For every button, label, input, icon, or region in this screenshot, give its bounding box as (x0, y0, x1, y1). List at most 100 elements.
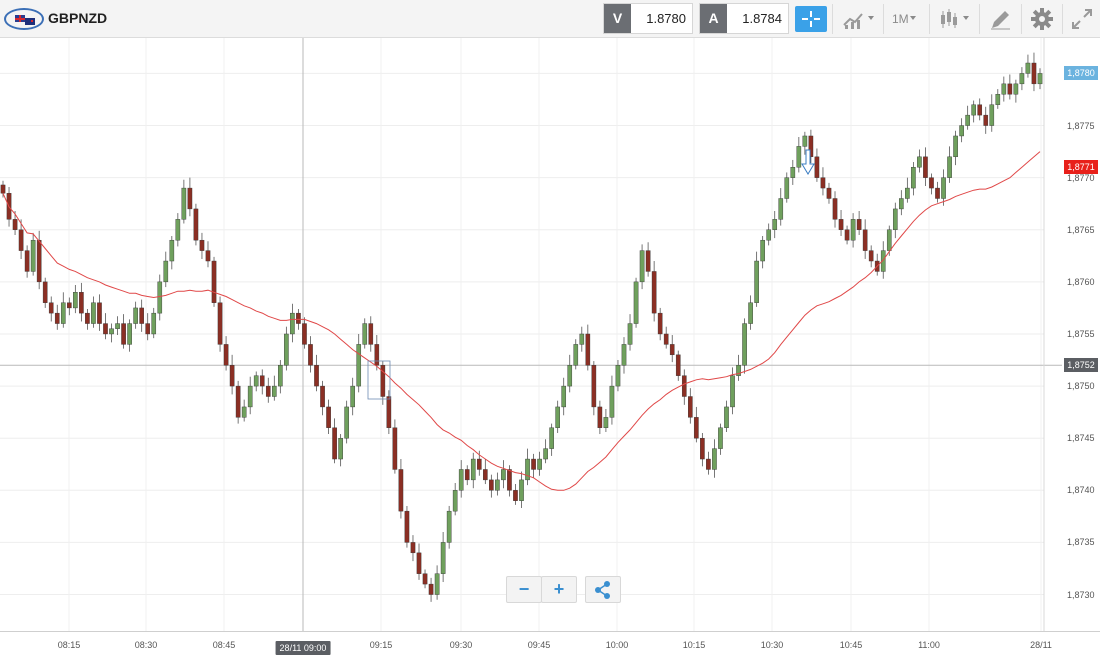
candle-body (476, 458, 482, 470)
sell-label: V (604, 4, 631, 33)
price-tick-label: 1,8765 (1067, 224, 1095, 235)
candle-body (1007, 83, 1013, 95)
candle-body (211, 260, 217, 303)
gear-icon (1031, 8, 1053, 30)
candle-body (483, 469, 488, 481)
buy-label: A (700, 4, 727, 33)
candle-body (181, 187, 187, 220)
candle-body (627, 323, 633, 345)
drawing-tools-button[interactable] (988, 6, 1014, 32)
candle-body (911, 167, 916, 189)
candle-body (452, 490, 458, 512)
candle-body (929, 177, 934, 189)
timeframe-button[interactable]: 1M (892, 6, 924, 32)
candle-body (495, 479, 500, 491)
candle-body (808, 135, 814, 158)
candle-body (525, 458, 530, 481)
candle-body (748, 302, 753, 324)
candle-body (603, 417, 609, 428)
time-tick-label: 08:45 (212, 640, 236, 650)
candle-body (549, 427, 554, 449)
fullscreen-button[interactable] (1069, 6, 1095, 32)
gb-nz-flag-icon[interactable] (4, 8, 44, 30)
candle-body (730, 375, 735, 408)
candle-body (1025, 62, 1031, 74)
candle-body (663, 333, 669, 345)
candle-body (778, 198, 784, 220)
candlestick-series (0, 52, 1043, 602)
time-tick-label: 10:00 (605, 640, 629, 650)
chart-grid (0, 38, 1044, 631)
zoom-in-button[interactable]: + (541, 576, 577, 603)
candle-body (368, 323, 374, 345)
buy-price: 1.8784 (742, 11, 782, 26)
chart-type-button[interactable] (842, 6, 878, 32)
candle-body (856, 219, 862, 230)
candle-body (217, 302, 223, 345)
price-tick-label: 1,8760 (1067, 276, 1095, 287)
zoom-out-button[interactable]: − (506, 576, 542, 603)
price-chart[interactable] (0, 38, 1100, 631)
candle-body (489, 479, 494, 491)
candle-body (350, 385, 355, 408)
crosshair-candle-highlight (367, 360, 391, 400)
instrument-symbol[interactable]: GBPNZD (48, 10, 108, 26)
candle-body (868, 250, 874, 262)
candle-body (555, 406, 560, 428)
time-tick-label: 10:45 (839, 640, 863, 650)
candle-body (464, 469, 470, 481)
candle-body (645, 250, 651, 272)
candle-body (579, 333, 585, 345)
candle-body (561, 385, 567, 408)
candle-body (838, 219, 844, 230)
candle-body (223, 344, 229, 366)
share-button[interactable] (585, 576, 621, 603)
candle-body (416, 552, 422, 574)
candle-body (290, 312, 295, 335)
candle-body (362, 323, 368, 345)
time-tick-label: 28/11 (1030, 640, 1052, 650)
candle-body (790, 167, 796, 178)
candle-body (1031, 62, 1037, 85)
candle-body (296, 312, 301, 324)
candlestick-icon (941, 9, 969, 28)
candle-body (434, 573, 440, 595)
price-tick-label: 1,8770 (1067, 172, 1095, 183)
candle-body (302, 323, 307, 345)
crosshair-time-label: 28/11 09:00 (275, 641, 331, 655)
candle-body (392, 427, 398, 470)
candle-body (892, 208, 898, 230)
sell-quote-button[interactable]: V 1.8780 (603, 3, 693, 34)
crosshair-button[interactable] (795, 6, 827, 32)
time-tick-label: 09:30 (449, 640, 473, 650)
candle-body (688, 396, 693, 418)
buy-quote-button[interactable]: A 1.8784 (699, 3, 789, 34)
indicators-button[interactable] (938, 6, 974, 32)
candle-body (675, 354, 681, 376)
price-tick-label: 1,8775 (1067, 120, 1095, 131)
candle-body (284, 333, 289, 366)
candle-body (193, 208, 199, 241)
sell-price: 1.8780 (646, 11, 686, 26)
candle-body (1037, 73, 1043, 85)
candle-body (760, 239, 765, 262)
candle-body (609, 385, 615, 418)
candle-body (669, 344, 675, 356)
candle-body (501, 469, 506, 481)
candle-body (850, 219, 856, 241)
candle-body (796, 146, 802, 168)
candle-body (905, 187, 910, 199)
candle-body (458, 469, 464, 491)
candle-body (784, 177, 790, 199)
time-tick-label: 09:15 (369, 640, 393, 650)
price-tick-label: 1,8730 (1067, 589, 1095, 600)
candle-body (1013, 83, 1019, 95)
candle-body (109, 328, 114, 335)
candle-body (736, 365, 741, 376)
candle-body (386, 396, 392, 428)
settings-button[interactable] (1029, 6, 1055, 32)
price-tick-label: 1,8735 (1067, 537, 1095, 548)
candle-body (567, 365, 573, 387)
candle-body (326, 406, 331, 428)
candle-body (440, 542, 446, 574)
